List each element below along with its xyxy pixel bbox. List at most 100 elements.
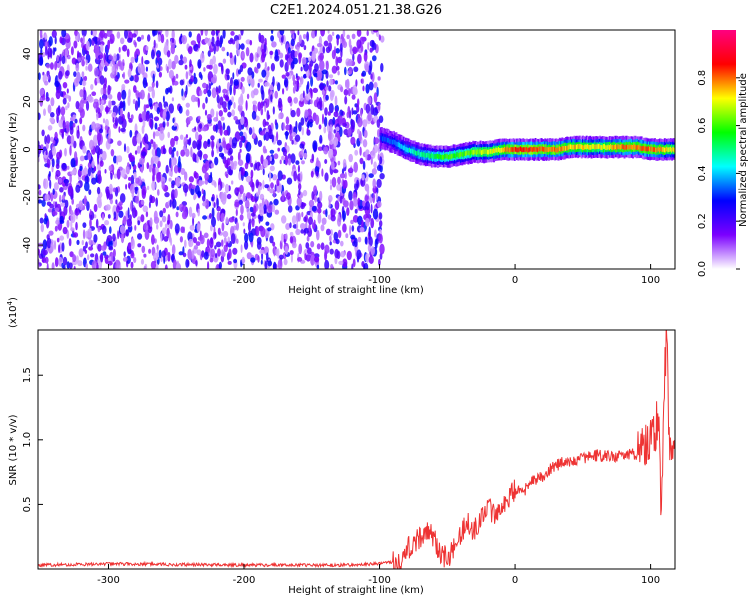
noise-cell — [373, 161, 377, 169]
noise-cell — [118, 210, 124, 218]
signal-cell — [447, 154, 450, 160]
noise-cell — [294, 50, 298, 58]
noise-cell — [54, 36, 57, 45]
noise-cell — [349, 200, 354, 211]
noise-cell — [190, 40, 197, 46]
noise-cell — [196, 33, 201, 44]
noise-cell — [148, 248, 152, 254]
noise-cell — [100, 245, 107, 252]
noise-cell — [127, 207, 130, 219]
noise-cell — [371, 149, 376, 159]
noise-cell — [54, 80, 60, 88]
noise-cell — [356, 39, 362, 49]
signal-cell — [583, 145, 586, 151]
signal-cell — [575, 144, 578, 150]
noise-cell — [315, 114, 320, 126]
noise-cell — [176, 150, 179, 157]
noise-cell — [241, 256, 245, 265]
noise-cell — [95, 126, 98, 132]
noise-cell — [278, 254, 284, 260]
noise-cell — [125, 164, 130, 175]
noise-cell — [333, 129, 337, 134]
noise-cell — [83, 98, 87, 104]
noise-cell — [200, 52, 205, 63]
noise-cell — [64, 48, 69, 57]
noise-cell — [214, 231, 217, 239]
noise-cell — [39, 39, 44, 49]
noise-cell — [53, 240, 57, 251]
noise-cell — [285, 124, 290, 131]
noise-cell — [147, 86, 153, 93]
noise-cell — [70, 209, 74, 216]
noise-cell — [135, 195, 140, 204]
noise-cell — [317, 212, 322, 224]
noise-cell — [151, 180, 156, 191]
signal-cell — [604, 144, 606, 149]
noise-cell — [204, 199, 210, 210]
signal-cell — [439, 154, 442, 159]
noise-cell — [216, 211, 221, 222]
noise-cell — [136, 132, 142, 144]
noise-cell — [100, 59, 105, 67]
signal-cell — [552, 147, 555, 152]
noise-cell — [99, 44, 104, 53]
noise-cell — [198, 71, 202, 78]
noise-cell — [173, 135, 179, 142]
noise-cell — [302, 189, 308, 197]
noise-cell — [179, 134, 184, 140]
noise-cell — [78, 248, 84, 258]
noise-cell — [110, 149, 115, 157]
noise-cell — [267, 227, 272, 232]
noise-cell — [246, 93, 250, 100]
noise-cell — [359, 227, 365, 233]
noise-cell — [198, 134, 203, 142]
noise-cell — [140, 214, 145, 223]
noise-cell — [160, 232, 163, 242]
noise-cell — [256, 62, 261, 69]
signal-cell — [610, 144, 613, 149]
noise-cell — [81, 170, 85, 176]
noise-cell — [297, 212, 301, 222]
noise-cell — [266, 110, 270, 121]
noise-cell — [306, 235, 310, 242]
noise-cell — [85, 40, 90, 51]
noise-cell — [350, 136, 356, 146]
noise-cell — [83, 195, 87, 207]
noise-cell — [368, 173, 374, 179]
noise-cell — [190, 146, 193, 158]
noise-cell — [318, 124, 322, 130]
noise-cell — [352, 215, 359, 223]
signal-cell — [611, 145, 614, 150]
noise-cell — [141, 110, 147, 121]
signal-cell — [500, 148, 503, 153]
noise-cell — [301, 211, 304, 218]
noise-cell — [43, 217, 48, 225]
noise-cell — [132, 98, 136, 105]
noise-cell — [103, 52, 106, 64]
noise-cell — [195, 260, 198, 267]
noise-cell — [242, 192, 246, 203]
signal-cell — [584, 144, 587, 150]
noise-cell — [324, 259, 330, 269]
noise-cell — [69, 126, 74, 135]
noise-cell — [52, 211, 58, 216]
noise-cell — [321, 100, 325, 111]
signal-cell — [527, 147, 530, 153]
noise-cell — [249, 39, 253, 46]
colorbar-tick-label: 0.8 — [697, 70, 708, 86]
noise-cell — [176, 206, 180, 211]
noise-cell — [204, 160, 210, 171]
signal-cell — [389, 139, 392, 145]
noise-cell — [220, 116, 225, 121]
noise-cell — [365, 253, 370, 263]
noise-cell — [75, 184, 81, 193]
noise-cell — [201, 250, 205, 258]
noise-cell — [376, 178, 382, 188]
noise-cell — [45, 150, 48, 156]
noise-cell — [231, 39, 236, 45]
noise-cell — [296, 221, 299, 231]
noise-cell — [226, 51, 229, 57]
signal-cell — [556, 147, 559, 153]
noise-cell — [284, 155, 289, 166]
noise-cell — [59, 54, 62, 62]
